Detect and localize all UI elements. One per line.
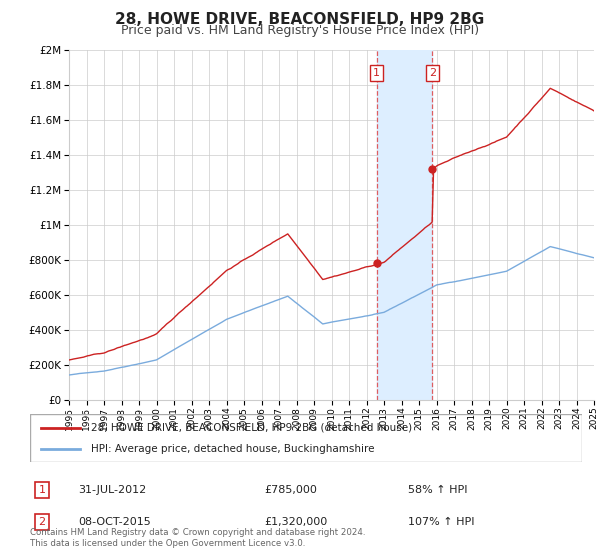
Text: 08-OCT-2015: 08-OCT-2015 (78, 517, 151, 527)
Text: Price paid vs. HM Land Registry's House Price Index (HPI): Price paid vs. HM Land Registry's House … (121, 24, 479, 36)
Text: 28, HOWE DRIVE, BEACONSFIELD, HP9 2BG: 28, HOWE DRIVE, BEACONSFIELD, HP9 2BG (115, 12, 485, 27)
Text: 58% ↑ HPI: 58% ↑ HPI (408, 485, 467, 495)
Text: 1: 1 (373, 68, 380, 78)
Text: 31-JUL-2012: 31-JUL-2012 (78, 485, 146, 495)
Text: £1,320,000: £1,320,000 (264, 517, 327, 527)
Text: HPI: Average price, detached house, Buckinghamshire: HPI: Average price, detached house, Buck… (91, 444, 374, 454)
Text: £785,000: £785,000 (264, 485, 317, 495)
Bar (377, 50, 433, 400)
Text: 2: 2 (429, 68, 436, 78)
Text: 1: 1 (38, 485, 46, 495)
Text: 28, HOWE DRIVE, BEACONSFIELD, HP9 2BG (detached house): 28, HOWE DRIVE, BEACONSFIELD, HP9 2BG (d… (91, 423, 412, 433)
Text: 107% ↑ HPI: 107% ↑ HPI (408, 517, 475, 527)
Text: 2: 2 (38, 517, 46, 527)
Text: Contains HM Land Registry data © Crown copyright and database right 2024.
This d: Contains HM Land Registry data © Crown c… (30, 528, 365, 548)
